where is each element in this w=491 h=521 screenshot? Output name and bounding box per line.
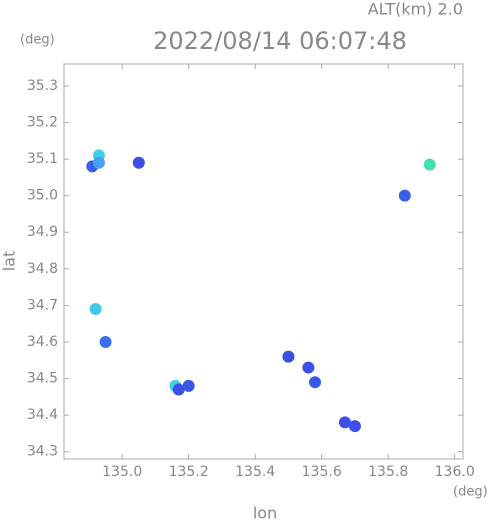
y-tick-label: 34.9 <box>27 224 58 240</box>
echo-point <box>338 416 351 429</box>
x-tick-label: 135.6 <box>302 464 342 480</box>
x-tick-label: 135.0 <box>102 464 142 480</box>
echo-point <box>182 379 195 392</box>
y-tick-label: 34.3 <box>27 444 58 460</box>
chart-title: 2022/08/14 06:07:48 <box>153 27 407 55</box>
echo-point <box>172 383 185 396</box>
echo-point <box>282 350 295 363</box>
y-tick-label: 35.3 <box>27 78 58 94</box>
y-tick-label: 34.5 <box>27 371 58 387</box>
y-tick-label: 34.8 <box>27 261 58 277</box>
echo-point <box>302 361 315 374</box>
y-unit: (deg) <box>20 33 55 48</box>
y-tick-label: 35.2 <box>27 115 58 131</box>
y-tick-label: 34.7 <box>27 297 58 313</box>
echo-point <box>423 158 436 171</box>
y-tick-label: 35.0 <box>27 188 58 204</box>
x-tick-label: 135.8 <box>368 464 408 480</box>
y-axis-label: lat <box>0 251 19 272</box>
x-tick-label: 135.2 <box>169 464 209 480</box>
echo-point <box>348 420 361 433</box>
echo-point <box>99 335 112 348</box>
echo-point <box>309 376 322 389</box>
x-axis-label: lon <box>253 504 277 521</box>
plot-frame <box>63 63 464 460</box>
x-tick-label: 136.0 <box>435 464 475 480</box>
echo-point <box>89 303 102 316</box>
x-unit: (deg) <box>453 485 488 500</box>
echo-point <box>132 156 145 169</box>
y-tick-label: 34.4 <box>27 407 58 423</box>
y-tick-label: 34.6 <box>27 334 58 350</box>
echo-point <box>92 156 105 169</box>
altitude-label: ALT(km) 2.0 <box>368 0 463 19</box>
y-tick-label: 35.1 <box>27 151 58 167</box>
echo-point <box>398 189 411 202</box>
x-tick-label: 135.4 <box>235 464 275 480</box>
